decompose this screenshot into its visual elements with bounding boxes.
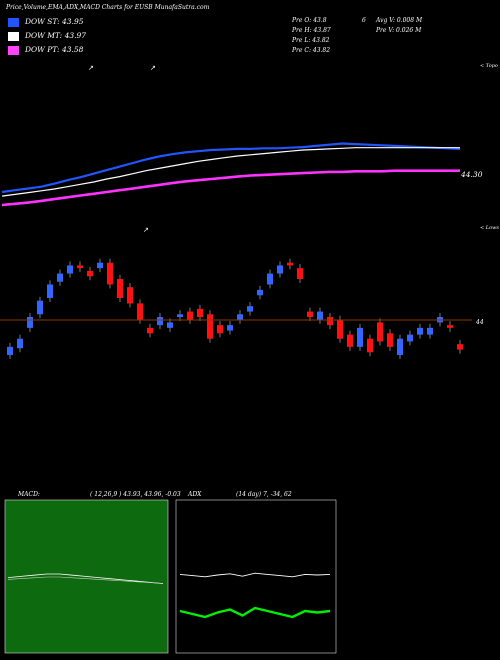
candles bbox=[7, 258, 463, 359]
adx-label-right: (14 day) 7, -34, 62 bbox=[236, 491, 292, 498]
candle bbox=[107, 262, 113, 285]
ema-line-dow-st bbox=[1, 142, 461, 194]
candle bbox=[237, 314, 243, 320]
adx-label-left: ADX bbox=[188, 491, 202, 498]
ema-line-dow-pt bbox=[1, 169, 460, 207]
ema-lines bbox=[1, 142, 461, 207]
candle bbox=[357, 327, 363, 347]
candle bbox=[307, 311, 313, 317]
legend-dow-mt: DOW MT: 43.97 bbox=[8, 31, 86, 41]
macd-label-left: MACD: bbox=[18, 491, 40, 498]
candle bbox=[197, 308, 203, 317]
candle bbox=[297, 268, 303, 279]
candle bbox=[167, 322, 173, 328]
legend-label-pt: DOW PT: 43.58 bbox=[25, 45, 84, 54]
signal-line bbox=[7, 576, 164, 584]
stat-prev-open: Pre O: 43.8 bbox=[292, 17, 327, 24]
candle bbox=[247, 306, 253, 312]
chart-title: Price,Volume,EMA,ADX,MACD Charts for EUS… bbox=[6, 4, 210, 11]
candle bbox=[207, 314, 213, 339]
candle bbox=[47, 284, 53, 298]
candle bbox=[87, 270, 93, 277]
candle bbox=[257, 289, 263, 296]
candle bbox=[157, 317, 163, 326]
candle bbox=[287, 262, 293, 266]
adx-lines bbox=[179, 572, 331, 619]
candle bbox=[217, 325, 223, 334]
right-44-label: 44 bbox=[476, 319, 484, 326]
adx-di-plus-line bbox=[179, 572, 331, 578]
macd-label-right: ( 12,26,9 ) 43.93, 43.96, -0.03 bbox=[90, 491, 181, 498]
candle bbox=[397, 338, 403, 355]
candle bbox=[67, 265, 73, 274]
legend-swatch-mt bbox=[8, 31, 19, 41]
candle bbox=[97, 262, 103, 269]
stat-prev-close: Pre C: 43.82 bbox=[292, 47, 331, 54]
candle bbox=[227, 325, 233, 331]
legend-dow-pt: DOW PT: 43.58 bbox=[8, 45, 83, 55]
candle bbox=[337, 319, 343, 339]
legend-label-mt: DOW MT: 43.97 bbox=[25, 31, 87, 40]
lows-label: < Lows bbox=[480, 225, 499, 231]
candle bbox=[37, 300, 43, 315]
legend-dow-st: DOW ST: 43.95 bbox=[8, 17, 84, 27]
candle bbox=[447, 325, 453, 328]
stat-prev-volume: Pre V: 0.026 M bbox=[376, 27, 422, 34]
candle bbox=[457, 344, 463, 350]
topo-label: < Topo bbox=[480, 63, 498, 69]
candle bbox=[127, 287, 133, 304]
candle bbox=[57, 273, 63, 282]
stat-avg-volume: Avg V: 0.008 M bbox=[376, 17, 423, 24]
candle bbox=[377, 322, 383, 342]
legend-swatch-st bbox=[8, 17, 19, 27]
candle bbox=[17, 338, 23, 349]
candle bbox=[27, 317, 33, 328]
candle bbox=[327, 317, 333, 326]
legend-label-st: DOW ST: 43.95 bbox=[25, 17, 84, 26]
stat-count: 6 bbox=[362, 17, 366, 24]
price-label: 44.30 bbox=[461, 170, 483, 179]
candle bbox=[387, 333, 393, 347]
adx-line bbox=[179, 606, 331, 619]
candle bbox=[187, 311, 193, 320]
candle bbox=[277, 265, 283, 274]
candle bbox=[7, 346, 13, 355]
candle bbox=[407, 334, 413, 342]
stat-prev-low: Pre L: 43.82 bbox=[292, 37, 330, 44]
stat-prev-high: Pre H: 43.87 bbox=[292, 27, 331, 34]
candle bbox=[367, 338, 373, 353]
svg-text:↗: ↗ bbox=[88, 64, 94, 72]
arrow-icon: ↗ ↗ ↗ bbox=[88, 64, 156, 234]
legend-swatch-pt bbox=[8, 45, 19, 55]
candle bbox=[427, 327, 433, 335]
candle bbox=[317, 311, 323, 320]
ema-line-dow-mt bbox=[1, 147, 460, 197]
candle bbox=[417, 327, 423, 335]
candle bbox=[347, 334, 353, 347]
macd-line bbox=[7, 573, 164, 584]
macd-lines bbox=[7, 573, 164, 584]
svg-text:↗: ↗ bbox=[150, 64, 156, 72]
candle bbox=[177, 314, 183, 317]
svg-text:↗: ↗ bbox=[143, 226, 149, 234]
candle bbox=[117, 279, 123, 298]
candle bbox=[147, 327, 153, 334]
candle bbox=[267, 273, 273, 285]
candle bbox=[77, 265, 83, 269]
candle bbox=[137, 303, 143, 320]
